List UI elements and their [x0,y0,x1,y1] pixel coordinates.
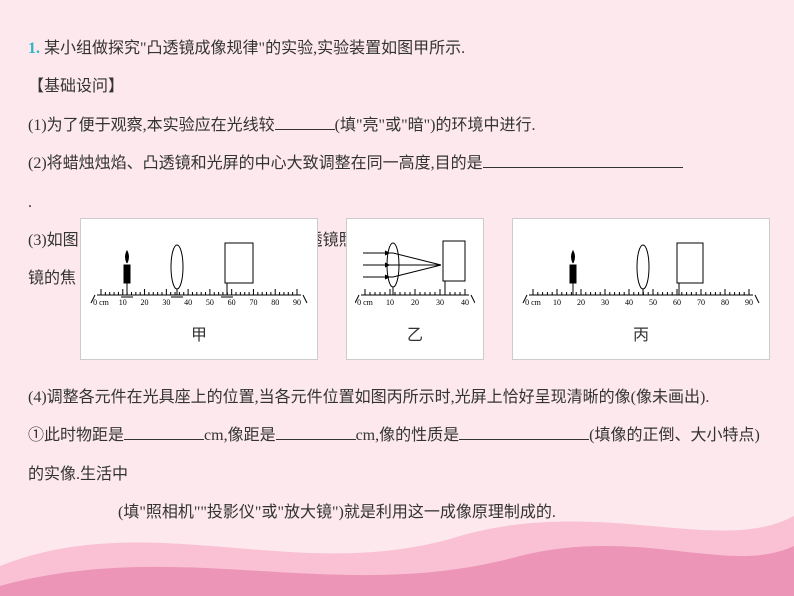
blank-q1 [275,112,335,130]
q4a: ①此时物距是cm,像距是cm,像的性质是(填像的正倒、大小特点)的实像.生活中 [28,417,766,494]
svg-text:40: 40 [184,298,192,307]
svg-text:70: 70 [697,298,705,307]
svg-text:10: 10 [119,298,127,307]
svg-text:60: 60 [673,298,681,307]
figure-bing-caption: 丙 [633,317,649,355]
svg-text:90: 90 [293,298,301,307]
svg-text:20: 20 [577,298,585,307]
svg-text:50: 50 [649,298,657,307]
svg-text:70: 70 [249,298,257,307]
q4: (4)调整各元件在光具座上的位置,当各元件位置如图丙所示时,光屏上恰好呈现清晰的… [28,379,766,417]
q4b-hint: (填"照相机""投影仪"或"放大镜")就是利用这一成像原理制成的. [28,494,766,532]
svg-text:30: 30 [436,298,444,307]
svg-text:0 cm: 0 cm [525,298,542,307]
blank-q4a2 [276,423,356,441]
svg-text:10: 10 [553,298,561,307]
blank-q4a3 [459,423,589,441]
svg-text:50: 50 [206,298,214,307]
figure-jia-caption: 甲 [191,317,207,355]
figure-yi-caption: 乙 [407,317,423,355]
svg-text:80: 80 [271,298,279,307]
question-number: 1. [28,40,40,57]
svg-text:90: 90 [745,298,753,307]
svg-text:80: 80 [721,298,729,307]
svg-text:20: 20 [411,298,419,307]
figure-bing: 0 cm 10 20 30 40 50 60 70 80 90 丙 [512,218,770,360]
figure-row: 0 cm 10 20 30 40 50 60 70 80 90 甲 [80,218,770,360]
stem-line: 1. 某小组做探究"凸透镜成像规律"的实验,实验装置如图甲所示. [28,30,766,68]
svg-text:0 cm: 0 cm [93,298,110,307]
q1: (1)为了便于观察,本实验应在光线较(填"亮"或"暗")的环境中进行. [28,107,766,145]
blank-q2 [483,151,683,169]
q2: (2)将蜡烛烛焰、凸透镜和光屏的中心大致调整在同一高度,目的是 [28,145,766,183]
svg-text:40: 40 [461,298,469,307]
svg-text:0 cm: 0 cm [357,298,374,307]
svg-text:30: 30 [162,298,170,307]
q2-end: . [28,184,766,222]
figure-jia: 0 cm 10 20 30 40 50 60 70 80 90 甲 [80,218,318,360]
blank-q4a1 [124,423,204,441]
svg-text:10: 10 [386,298,394,307]
svg-text:20: 20 [141,298,149,307]
section-heading: 【基础设问】 [28,68,766,106]
figure-yi: 0 cm 10 20 30 40 乙 [346,218,484,360]
svg-text:30: 30 [601,298,609,307]
svg-text:60: 60 [228,298,236,307]
svg-text:40: 40 [625,298,633,307]
stem-text: 某小组做探究"凸透镜成像规律"的实验,实验装置如图甲所示. [44,40,465,57]
